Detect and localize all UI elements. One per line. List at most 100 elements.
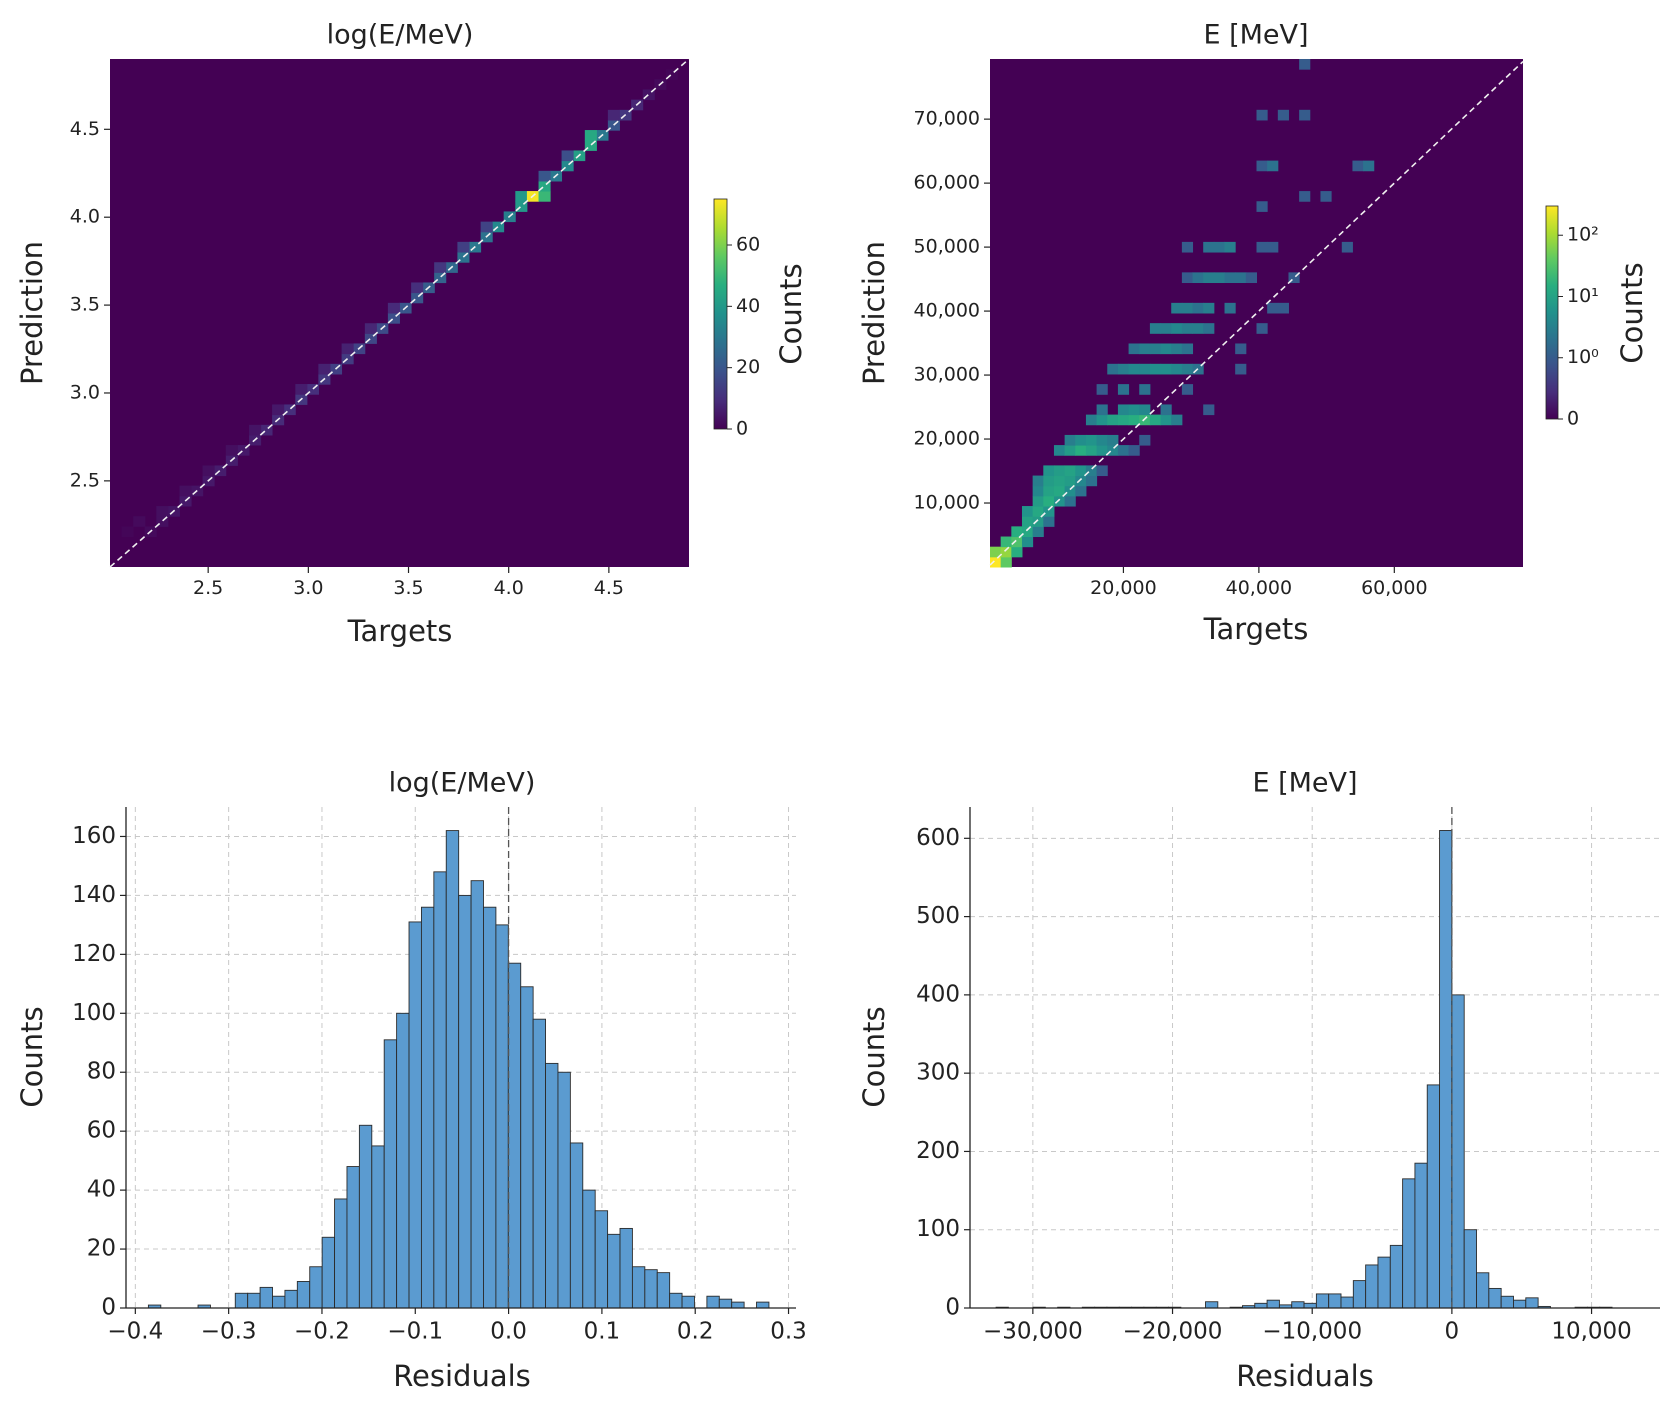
heatmap-cell xyxy=(1117,404,1130,416)
heatmap-cell xyxy=(1139,404,1151,416)
histogram-bar xyxy=(1451,994,1465,1309)
colorbar-tick-label: 10¹ xyxy=(1567,285,1599,307)
heatmap-cell xyxy=(1064,434,1076,446)
heatmap-cell xyxy=(480,221,493,233)
heatmap-cell xyxy=(1128,343,1140,355)
heatmap-cell xyxy=(1117,363,1130,375)
heatmap-cell xyxy=(1256,109,1268,121)
colorbar-label: Counts xyxy=(774,263,808,364)
x-tick-label: −0.3 xyxy=(201,1319,257,1345)
y-axis-label: Prediction xyxy=(15,241,49,385)
heatmap-cell xyxy=(1192,272,1204,284)
heatmap-cell xyxy=(1139,363,1151,375)
y-tick-label: 3.0 xyxy=(70,381,100,403)
heatmap-cell xyxy=(1011,546,1023,558)
histogram-bar xyxy=(718,1298,733,1309)
heatmap-cell xyxy=(1075,485,1087,497)
heatmap-cell xyxy=(1053,485,1066,497)
heatmap-cell xyxy=(1032,475,1044,487)
histogram-bar xyxy=(1328,1293,1342,1309)
histogram-bar xyxy=(1525,1297,1539,1309)
x-tick-label: 0 xyxy=(1445,1319,1460,1345)
histogram-bar xyxy=(532,1018,546,1309)
heatmap-cell xyxy=(1288,272,1300,284)
heatmap-cell xyxy=(1032,526,1044,538)
heatmap-cell xyxy=(1096,445,1108,456)
heatmap-cell xyxy=(561,150,574,162)
colorbar xyxy=(1545,205,1559,420)
heatmap-cell xyxy=(364,323,377,334)
identity-line xyxy=(109,58,690,568)
heatmap-cell xyxy=(1235,343,1247,355)
heatmap-cell xyxy=(1267,160,1279,172)
histogram-bar xyxy=(483,906,497,1309)
histogram-bar xyxy=(1500,1295,1514,1309)
x-tick-label: 0.0 xyxy=(490,1319,527,1345)
heatmap-cell xyxy=(295,384,308,395)
heatmap-cell xyxy=(1085,434,1098,446)
colorbar-tick-label: 40 xyxy=(736,295,760,317)
x-tick-label: 40,000 xyxy=(1226,577,1292,599)
histogram-bar xyxy=(507,962,522,1309)
heatmap-cell xyxy=(1043,516,1055,527)
chart-title: E [MeV] xyxy=(1252,768,1357,799)
colorbar-tick-label: 0 xyxy=(1567,408,1579,430)
heatmap-cell xyxy=(1075,475,1087,487)
heatmap-cell xyxy=(1096,434,1108,446)
heatmap-cell xyxy=(1107,363,1119,375)
heatmap-cell xyxy=(1171,302,1183,314)
heatmap-cell xyxy=(411,292,424,304)
heatmap-cell xyxy=(1021,516,1034,527)
histogram-bar xyxy=(557,1071,571,1309)
heatmap-cell xyxy=(1171,323,1183,334)
heatmap-cell xyxy=(133,516,146,527)
histogram-bar xyxy=(1205,1301,1219,1309)
heatmap-cell xyxy=(1043,475,1055,487)
x-tick-label: −0.2 xyxy=(294,1319,350,1345)
heatmap-cell xyxy=(1085,475,1098,487)
histogram-bar xyxy=(1488,1287,1502,1309)
heatmap-cell xyxy=(1181,363,1194,375)
heatmap-cell xyxy=(1181,343,1194,355)
histogram-bar xyxy=(607,1233,621,1309)
heatmap-cell xyxy=(1160,414,1172,426)
x-tick-label: 0.3 xyxy=(770,1319,807,1345)
y-tick-label: 50,000 xyxy=(914,236,980,258)
heatmap-cell xyxy=(1203,241,1215,253)
heatmap-cell xyxy=(1053,445,1066,456)
x-tick-label: 60,000 xyxy=(1361,577,1427,599)
x-tick-label: 4.0 xyxy=(494,577,524,599)
y-tick-label: 4.5 xyxy=(70,118,100,140)
heatmap-cell xyxy=(1064,475,1076,487)
y-tick-label: 0 xyxy=(101,1295,116,1321)
heatmap-cell xyxy=(434,272,447,284)
heatmap-cell xyxy=(341,343,354,355)
heatmap-cell xyxy=(1160,363,1172,375)
heatmap-cell xyxy=(1235,363,1247,375)
histogram-bar xyxy=(1303,1302,1317,1309)
heatmap-cell xyxy=(1064,445,1076,456)
heatmap-cell xyxy=(1021,536,1034,548)
heatmap-cell xyxy=(1192,302,1204,314)
heatmap-cell xyxy=(1000,556,1012,568)
heatmap-cell xyxy=(225,445,238,456)
histogram-bar xyxy=(247,1292,261,1309)
heatmap-cell xyxy=(1171,414,1183,426)
heatmap-cell xyxy=(538,170,551,182)
heatmap-cell xyxy=(1149,414,1162,426)
x-tick-label: −20,000 xyxy=(1123,1319,1223,1345)
colorbar-tick-label: 10⁰ xyxy=(1567,346,1599,368)
histogram-bar xyxy=(396,1012,410,1309)
histogram-bar xyxy=(371,1145,385,1309)
heatmap-cell xyxy=(1075,465,1087,477)
heatmap-cell xyxy=(387,302,400,314)
heatmap-cell xyxy=(1128,414,1140,426)
heatmap-cell xyxy=(249,424,262,436)
y-tick-label: 20 xyxy=(87,1236,116,1262)
y-tick-label: 40 xyxy=(87,1177,116,1203)
heatmap-cell xyxy=(1053,475,1066,487)
heatmap-cell xyxy=(1117,414,1130,426)
heatmap-cell xyxy=(156,516,169,527)
heatmap-cell xyxy=(1117,384,1130,395)
y-tick-label: 100 xyxy=(916,1216,960,1242)
